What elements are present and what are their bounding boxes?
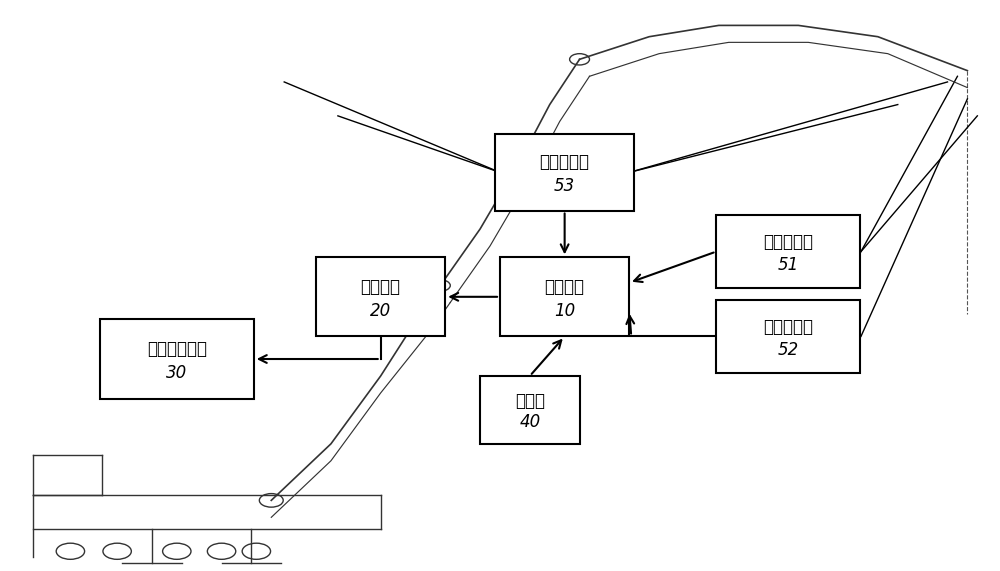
Text: 52: 52 [778,341,799,359]
Bar [316,257,445,336]
Text: 接收装置: 接收装置 [545,278,585,296]
Text: 位移传感器: 位移传感器 [763,233,813,251]
Text: 减振执行机构: 减振执行机构 [147,340,207,357]
Text: 30: 30 [166,364,187,382]
Bar [716,215,860,288]
Text: 20: 20 [370,302,391,320]
Text: 倾角传感器: 倾角传感器 [540,154,590,171]
Text: 遥控器: 遥控器 [515,392,545,410]
Bar [495,134,634,211]
Text: 40: 40 [519,413,540,431]
Bar [716,300,860,373]
Bar [480,376,580,444]
Text: 速度传感器: 速度传感器 [763,318,813,336]
Text: 控制装置: 控制装置 [361,278,401,296]
Text: 10: 10 [554,302,575,320]
Bar [100,319,254,399]
Text: 51: 51 [778,256,799,274]
Bar [500,257,629,336]
Text: 53: 53 [554,177,575,195]
